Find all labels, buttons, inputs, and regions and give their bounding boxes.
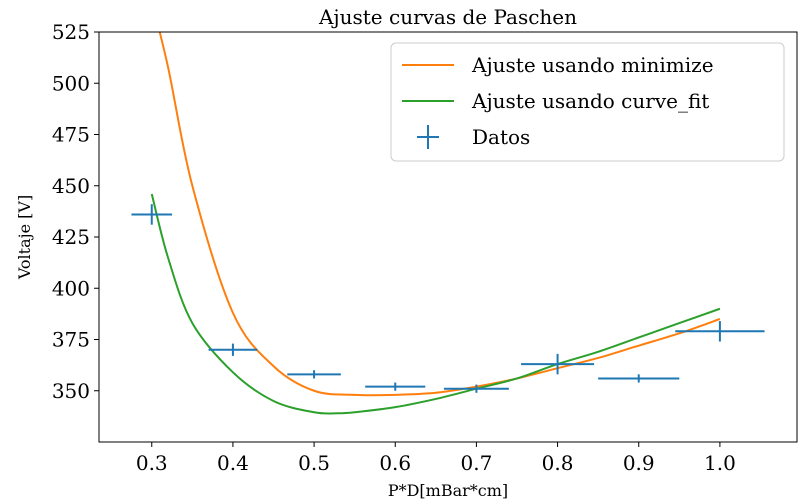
legend-item: Ajuste usando minimize (402, 53, 714, 77)
y-axis-label: Voltaje [V] (15, 195, 34, 280)
x-tick-label: 0.3 (136, 451, 168, 475)
y-tick-label: 375 (52, 328, 90, 352)
y-axis: 350 375 400 425 450 475 500 525 (52, 20, 99, 403)
chart-title: Ajuste curvas de Paschen (318, 5, 577, 29)
data-point (521, 353, 595, 375)
legend-item: Datos (417, 125, 530, 149)
x-axis-label: P*D[mBar*cm] (388, 481, 508, 500)
data-point (287, 370, 341, 379)
plot-area (131, 32, 765, 415)
x-tick-label: 0.6 (379, 451, 411, 475)
y-tick-label: 450 (52, 174, 90, 198)
data-point (598, 374, 680, 383)
data-point (365, 382, 426, 391)
legend-label: Ajuste usando minimize (471, 53, 714, 77)
legend-label: Datos (472, 125, 530, 149)
legend-item: Ajuste usando curve_fit (402, 89, 709, 113)
x-tick-label: 0.4 (217, 451, 249, 475)
y-tick-label: 475 (52, 123, 90, 147)
y-tick-label: 525 (52, 20, 90, 44)
legend-frame (390, 42, 785, 162)
x-tick-label: 0.8 (542, 451, 574, 475)
fit-line-1 (150, 193, 721, 415)
y-tick-label: 400 (52, 276, 90, 300)
y-tick-label: 425 (52, 225, 90, 249)
x-axis: 0.3 0.4 0.5 0.6 0.7 0.8 0.9 1.0 (136, 442, 736, 475)
x-tick-label: 0.5 (298, 451, 330, 475)
data-point (208, 343, 258, 356)
x-tick-label: 1.0 (704, 451, 736, 475)
y-tick-label: 500 (52, 71, 90, 95)
data-point (675, 321, 765, 342)
y-tick-label: 350 (52, 379, 90, 403)
x-tick-label: 0.7 (461, 451, 493, 475)
data-point (131, 204, 173, 225)
data-point (443, 384, 509, 393)
legend: Ajuste usando minimize Ajuste usando curv… (390, 42, 785, 162)
legend-label: Ajuste usando curve_fit (471, 89, 709, 113)
x-tick-label: 0.9 (623, 451, 655, 475)
fit-line-0 (158, 32, 721, 397)
